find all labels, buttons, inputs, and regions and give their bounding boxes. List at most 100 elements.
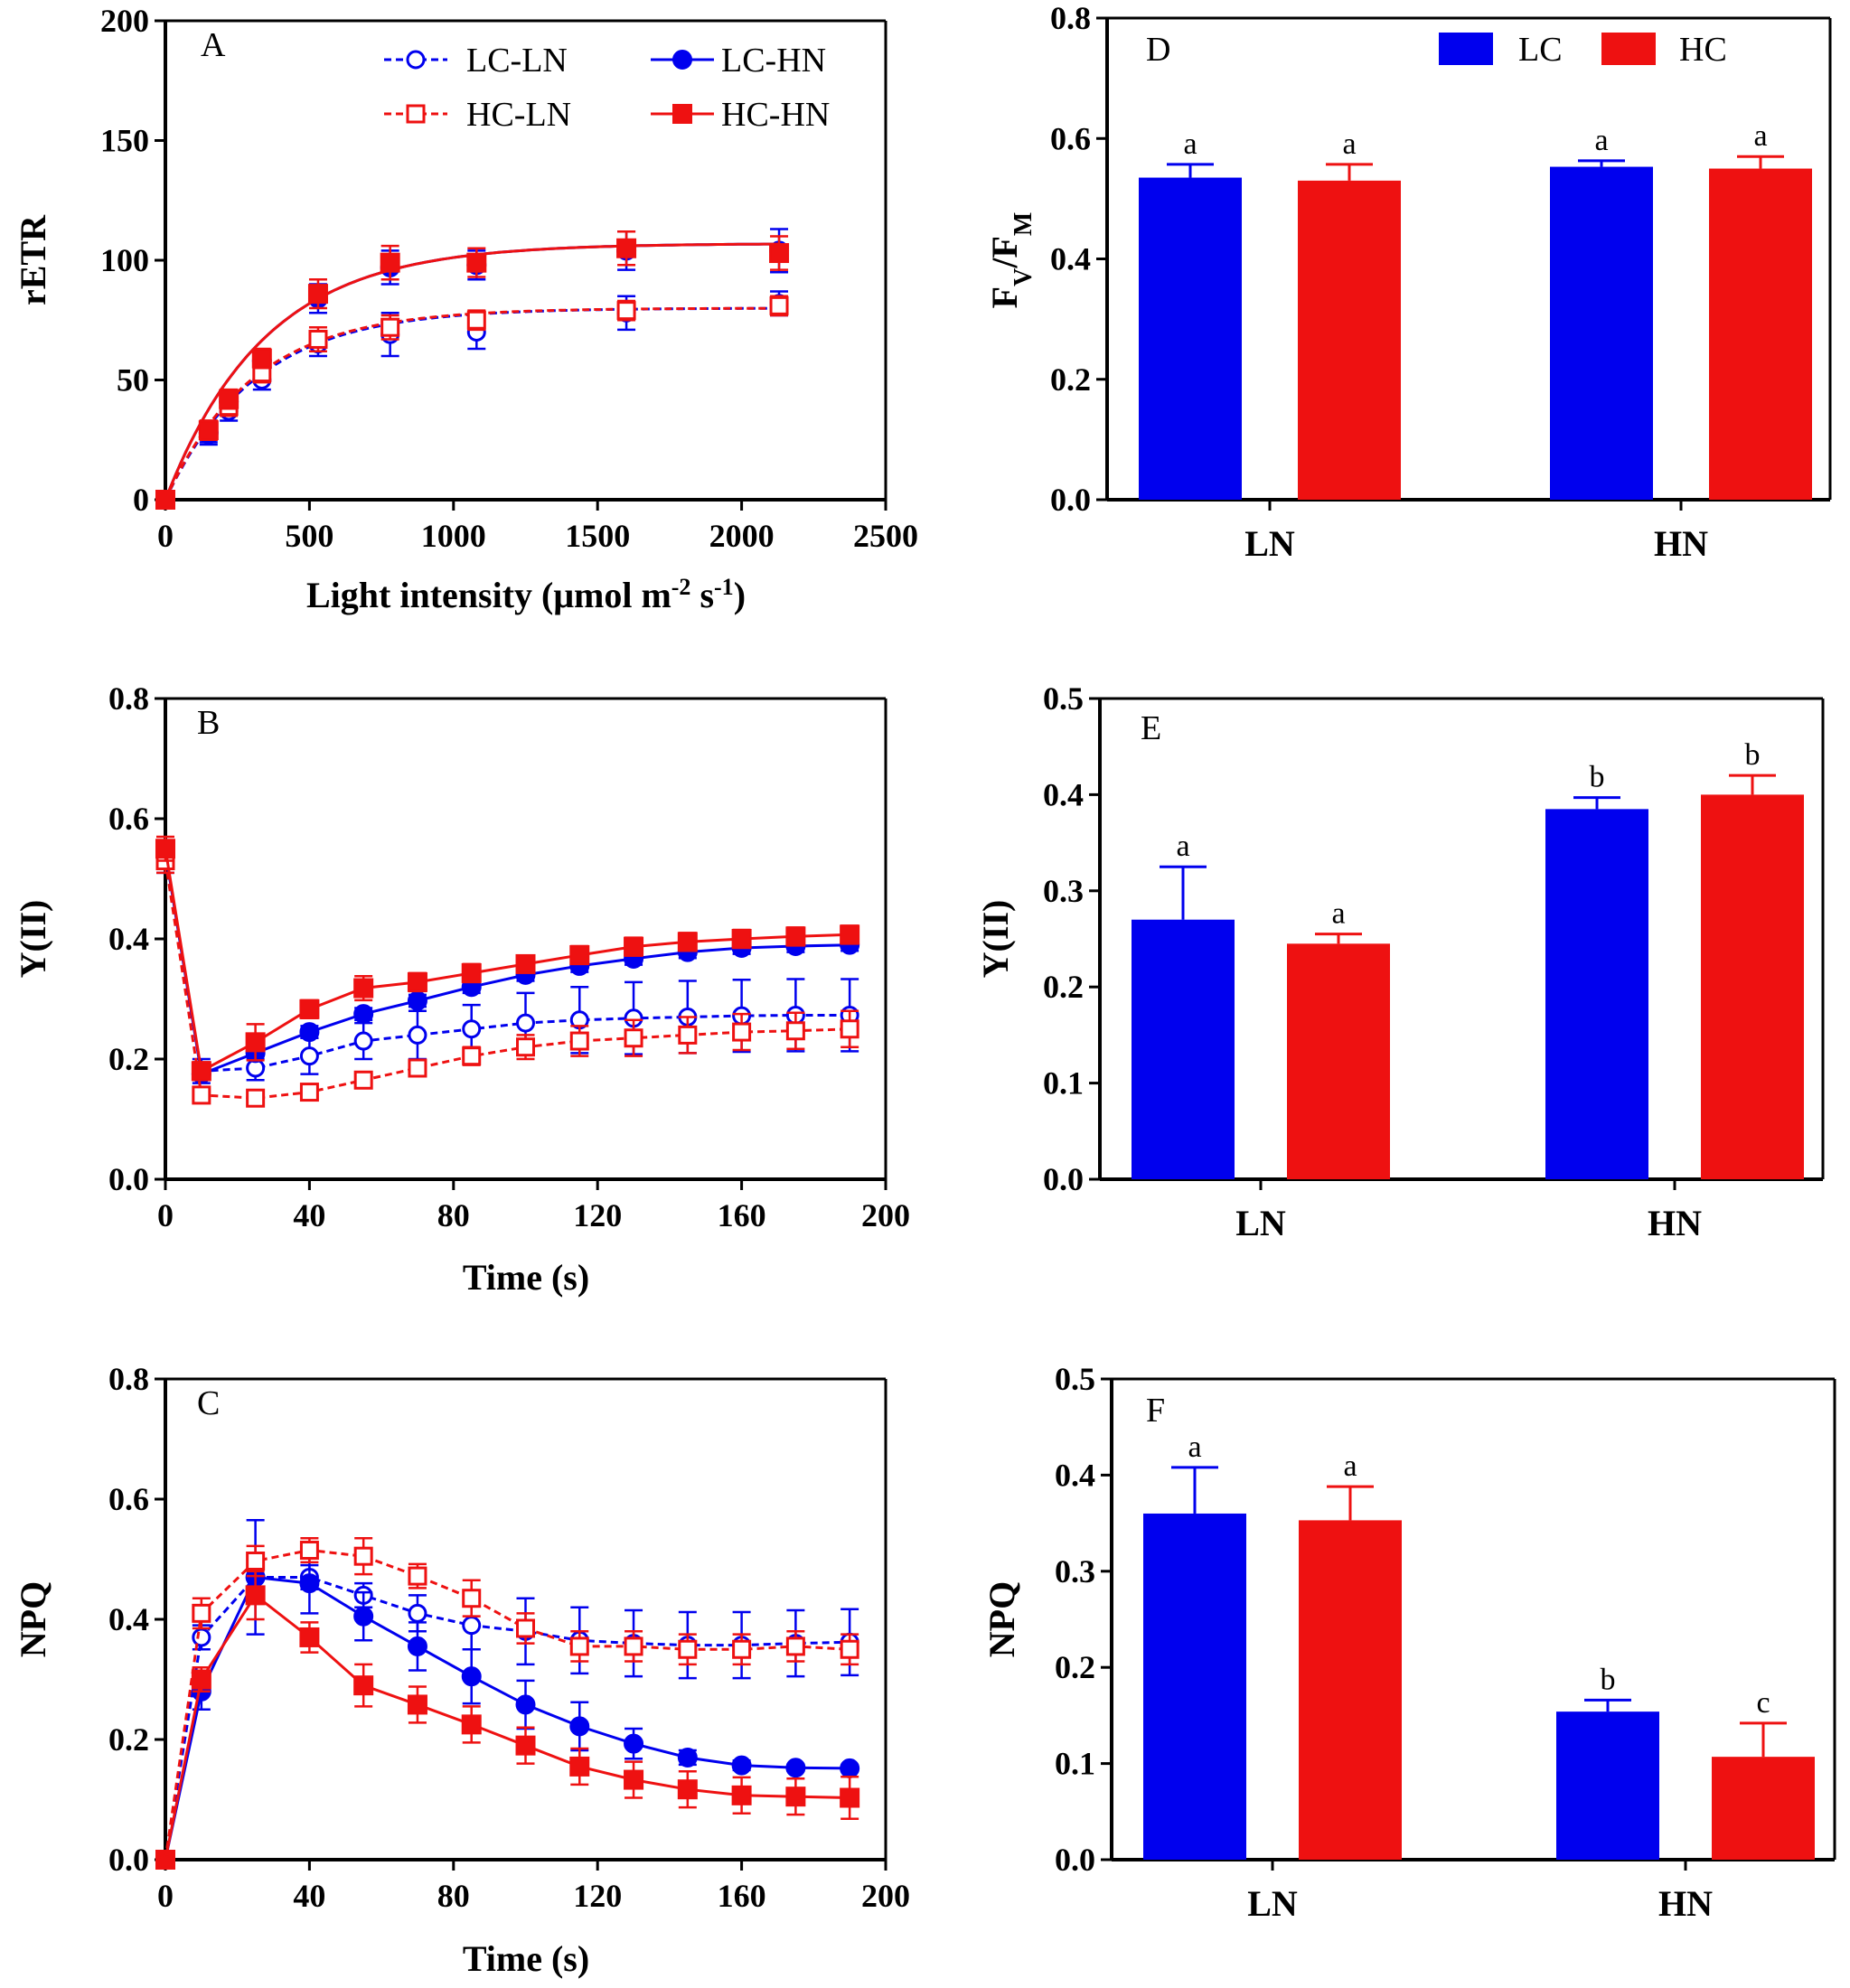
series-hc-ln — [155, 295, 789, 510]
x-tick-label: 40 — [293, 1878, 325, 1914]
x-axis-label: Time (s) — [463, 1938, 589, 1979]
y-tick-label: 0.5 — [1043, 680, 1084, 717]
y-tick-label: 0.1 — [1055, 1746, 1095, 1782]
legend-label: LC — [1518, 31, 1563, 69]
x-category-label: HN — [1654, 523, 1708, 564]
data-point — [624, 1028, 643, 1048]
y-tick-label: 0.4 — [108, 921, 149, 957]
axis-ticks: 0.0 0.1 0.2 0.3 0.4 0.5 LN HN — [1043, 680, 1702, 1243]
data-point — [353, 1675, 374, 1696]
significance-label: a — [1183, 127, 1197, 161]
data-point — [299, 1046, 319, 1066]
legend-marker — [406, 50, 426, 70]
y-tick-label: 0.2 — [1050, 361, 1091, 398]
significance-label: a — [1753, 119, 1767, 153]
bar-hc-hn: b — [1701, 738, 1804, 1179]
data-point — [299, 1627, 320, 1647]
axis-ticks: 0.0 0.2 0.4 0.6 0.8 LN HN — [1050, 0, 1708, 564]
data-point — [769, 243, 790, 264]
bar — [1556, 1711, 1659, 1860]
data-point — [466, 252, 487, 273]
data-point — [191, 1061, 211, 1082]
series-group — [155, 835, 860, 1108]
y-tick-label: 0.2 — [108, 1721, 149, 1758]
data-point — [353, 1031, 373, 1051]
x-category-label: LN — [1244, 523, 1295, 564]
x-tick-label: 160 — [718, 1878, 766, 1914]
data-point — [677, 1747, 698, 1768]
x-tick-label: 0 — [157, 1197, 174, 1233]
y-axis-label: Y(II) — [13, 900, 53, 979]
x-tick-label: 160 — [718, 1197, 766, 1233]
significance-label: a — [1331, 897, 1345, 931]
data-point — [192, 1603, 211, 1623]
y-tick-label: 0.0 — [1050, 482, 1091, 518]
data-point — [198, 420, 219, 441]
data-point — [462, 1046, 482, 1066]
data-point — [515, 953, 536, 974]
significance-label: c — [1756, 1686, 1770, 1720]
x-tick-label: 120 — [573, 1197, 622, 1233]
data-point — [308, 329, 328, 349]
x-tick-label: 0 — [157, 1878, 174, 1914]
y-tick-label: 0.4 — [1043, 776, 1084, 812]
panel-c: 0.0 0.2 0.4 0.6 0.8 0 40 80 120 160 200 C NPQ Time… — [13, 1361, 910, 1979]
significance-label: a — [1343, 1449, 1357, 1483]
data-point — [408, 1566, 427, 1586]
y-tick-label: 0.1 — [1043, 1065, 1084, 1102]
data-point — [251, 348, 272, 369]
bars-group: a b a c — [1143, 1430, 1815, 1860]
y-tick-label: 0.4 — [1055, 1457, 1095, 1493]
bar — [1132, 919, 1235, 1179]
data-point — [299, 1022, 320, 1043]
y-tick-label: 0.8 — [1050, 0, 1091, 36]
data-point — [840, 1787, 860, 1808]
data-point — [515, 1735, 536, 1756]
data-point — [407, 1636, 427, 1656]
y-tick-label: 200 — [100, 3, 149, 39]
legend-item-lc-hn: LC-HN — [651, 42, 826, 80]
legend-swatch — [1601, 33, 1656, 65]
x-tick-label: 200 — [861, 1878, 910, 1914]
data-point — [191, 1669, 211, 1690]
panel-f: 0.0 0.1 0.2 0.3 0.4 0.5 LN HN a b a c F NPQ — [981, 1361, 1836, 1924]
bar-lc-ln: a — [1139, 127, 1242, 500]
bar — [1701, 794, 1804, 1179]
data-point — [299, 1541, 319, 1561]
bar — [1287, 943, 1390, 1179]
series-lc-hn — [155, 1519, 860, 1870]
data-point — [353, 1070, 373, 1090]
data-point — [785, 1021, 805, 1041]
data-point — [785, 926, 806, 947]
panel-d: 0.0 0.2 0.4 0.6 0.8 LN HN a a a a D FV/FM LC HC — [984, 0, 1832, 564]
y-tick-label: 0.5 — [1055, 1361, 1095, 1397]
panel-label: B — [197, 704, 220, 742]
data-point — [785, 1758, 806, 1778]
data-point — [407, 990, 427, 1011]
data-point — [624, 936, 644, 957]
data-point — [616, 238, 637, 258]
data-point — [155, 490, 175, 510]
series-hc-hn — [155, 1570, 860, 1870]
y-tick-label: 0.6 — [108, 801, 149, 837]
y-tick-label: 0.0 — [1043, 1161, 1084, 1197]
y-tick-label: 0.2 — [1043, 969, 1084, 1005]
x-tick-label: 2000 — [709, 518, 775, 554]
y-tick-label: 0.6 — [108, 1481, 149, 1517]
legend-swatch — [1439, 33, 1493, 65]
panel-e: 0.0 0.1 0.2 0.3 0.4 0.5 LN HN a b a b E Y(II) — [975, 680, 1825, 1243]
legend-item-hc-ln: HC-LN — [384, 96, 571, 134]
significance-label: a — [1188, 1430, 1201, 1464]
significance-label: a — [1594, 124, 1608, 157]
bar-hc-ln: a — [1298, 127, 1401, 500]
legend-marker — [406, 104, 426, 124]
legend-label: LC-HN — [721, 42, 826, 80]
data-point — [569, 1716, 590, 1737]
data-point — [840, 924, 860, 945]
x-tick-label: 0 — [157, 518, 174, 554]
data-point — [192, 1085, 211, 1105]
data-point — [677, 932, 698, 952]
data-point — [155, 839, 175, 859]
significance-label: b — [1601, 1663, 1616, 1696]
